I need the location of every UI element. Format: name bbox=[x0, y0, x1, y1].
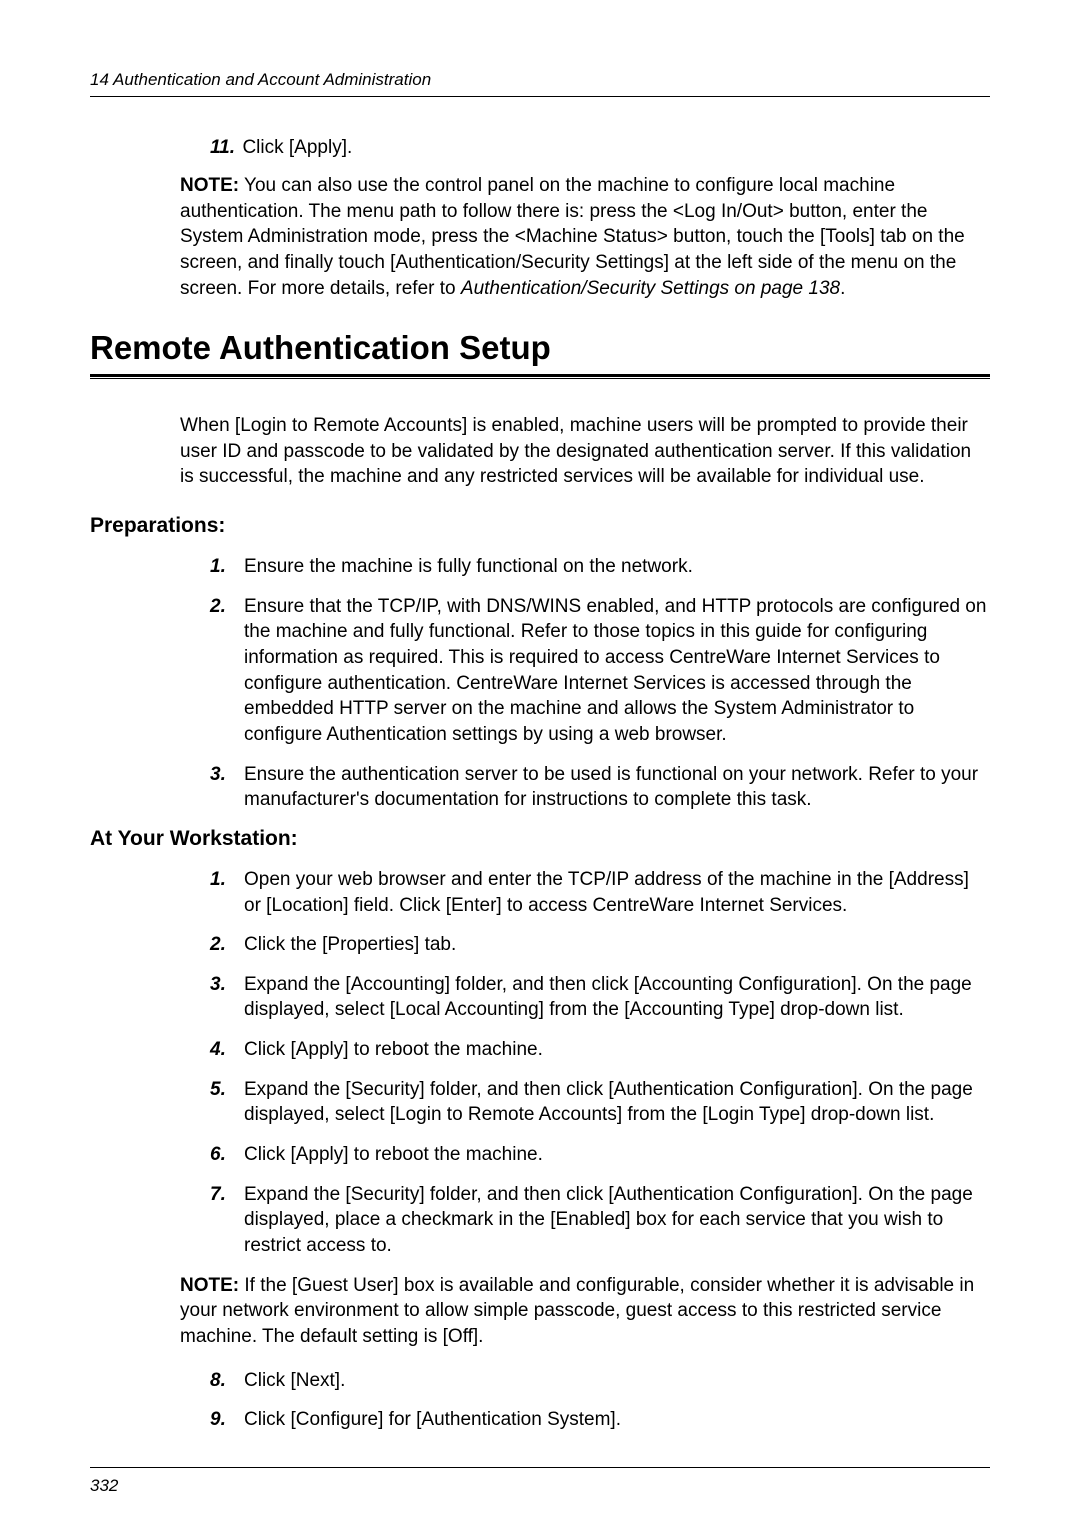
step-text: Click [Apply]. bbox=[242, 137, 352, 158]
note-italic-ref: Authentication/Security Settings on page… bbox=[461, 278, 840, 299]
step-11: 11. Click [Apply]. bbox=[210, 137, 990, 159]
ws-item-6: 6. Click [Apply] to reboot the machine. bbox=[210, 1142, 990, 1168]
prep-num: 1. bbox=[210, 554, 244, 580]
note-body: If the [Guest User] box is available and… bbox=[180, 1275, 974, 1347]
ws-num: 7. bbox=[210, 1182, 244, 1259]
ws-item-1: 1. Open your web browser and enter the T… bbox=[210, 867, 990, 918]
ws-text: Click [Configure] for [Authentication Sy… bbox=[244, 1407, 990, 1433]
ws-text: Open your web browser and enter the TCP/… bbox=[244, 867, 990, 918]
prep-text: Ensure the machine is fully functional o… bbox=[244, 554, 990, 580]
ws-item-4: 4. Click [Apply] to reboot the machine. bbox=[210, 1037, 990, 1063]
section-intro: When [Login to Remote Accounts] is enabl… bbox=[180, 413, 990, 490]
header-divider bbox=[90, 96, 990, 97]
ws-item-2: 2. Click the [Properties] tab. bbox=[210, 932, 990, 958]
ws-item-7: 7. Expand the [Security] folder, and the… bbox=[210, 1182, 990, 1259]
ws-item-3: 3. Expand the [Accounting] folder, and t… bbox=[210, 972, 990, 1023]
ws-num: 5. bbox=[210, 1077, 244, 1128]
ws-num: 9. bbox=[210, 1407, 244, 1433]
ws-text: Click [Apply] to reboot the machine. bbox=[244, 1037, 990, 1063]
ws-num: 2. bbox=[210, 932, 244, 958]
ws-text: Click the [Properties] tab. bbox=[244, 932, 990, 958]
note-local-auth: NOTE: You can also use the control panel… bbox=[180, 173, 990, 301]
preparations-heading: Preparations: bbox=[90, 514, 990, 538]
step-number: 11. bbox=[210, 137, 238, 159]
note-guest-user: NOTE: If the [Guest User] box is availab… bbox=[180, 1273, 990, 1350]
prep-item-1: 1. Ensure the machine is fully functiona… bbox=[210, 554, 990, 580]
prep-num: 2. bbox=[210, 594, 244, 748]
note-label: NOTE: bbox=[180, 1275, 239, 1296]
ws-item-5: 5. Expand the [Security] folder, and the… bbox=[210, 1077, 990, 1128]
prep-num: 3. bbox=[210, 762, 244, 813]
section-divider bbox=[90, 374, 990, 379]
ws-item-8: 8. Click [Next]. bbox=[210, 1368, 990, 1394]
prep-item-3: 3. Ensure the authentication server to b… bbox=[210, 762, 990, 813]
prep-item-2: 2. Ensure that the TCP/IP, with DNS/WINS… bbox=[210, 594, 990, 748]
page-number: 332 bbox=[90, 1476, 118, 1496]
note-body-2: . bbox=[840, 278, 845, 299]
ws-num: 8. bbox=[210, 1368, 244, 1394]
page-container: 14 Authentication and Account Administra… bbox=[0, 0, 1080, 1487]
ws-text: Expand the [Security] folder, and then c… bbox=[244, 1077, 990, 1128]
ws-text: Click [Apply] to reboot the machine. bbox=[244, 1142, 990, 1168]
prep-text: Ensure the authentication server to be u… bbox=[244, 762, 990, 813]
ws-num: 4. bbox=[210, 1037, 244, 1063]
ws-num: 3. bbox=[210, 972, 244, 1023]
workstation-heading: At Your Workstation: bbox=[90, 827, 990, 851]
ws-item-9: 9. Click [Configure] for [Authentication… bbox=[210, 1407, 990, 1433]
ws-num: 1. bbox=[210, 867, 244, 918]
ws-text: Expand the [Accounting] folder, and then… bbox=[244, 972, 990, 1023]
prep-text: Ensure that the TCP/IP, with DNS/WINS en… bbox=[244, 594, 990, 748]
section-title: Remote Authentication Setup bbox=[90, 329, 990, 367]
note-label: NOTE: bbox=[180, 175, 239, 196]
running-header: 14 Authentication and Account Administra… bbox=[90, 70, 990, 90]
ws-text: Click [Next]. bbox=[244, 1368, 990, 1394]
ws-text: Expand the [Security] folder, and then c… bbox=[244, 1182, 990, 1259]
footer-divider bbox=[90, 1467, 990, 1468]
ws-num: 6. bbox=[210, 1142, 244, 1168]
